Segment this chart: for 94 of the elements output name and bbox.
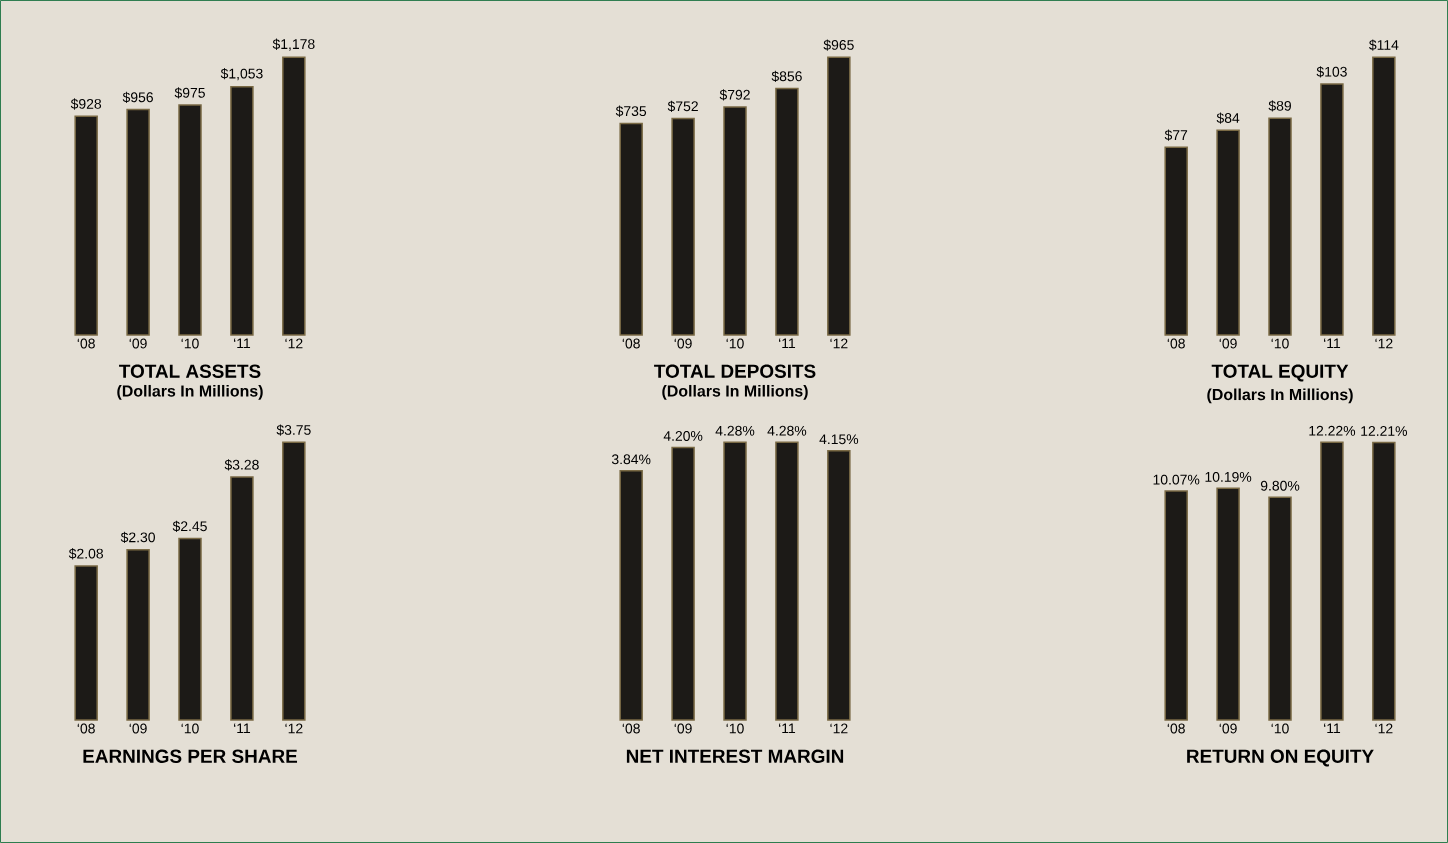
bar [282,441,306,721]
data-label: $975 [174,87,205,99]
x-tick-label: ‘09 [1219,723,1237,734]
x-tick-label: ‘08 [622,338,640,349]
data-label: 9.80% [1260,480,1300,491]
x-tick-label: ‘10 [726,723,744,734]
data-label: 3.84% [611,454,651,465]
text: RETURN ON EQUITY [1187,749,1374,767]
bar [126,548,150,721]
x-tick-label: ‘08 [77,723,95,734]
text: TOTAL DEPOSITS [654,364,816,378]
x-tick-label: ‘09 [674,338,692,349]
x-tick-label: ‘09 [1219,338,1237,349]
data-label: $89 [1268,100,1291,112]
data-label: $1,053 [220,68,263,81]
bar [282,56,306,336]
data-label: $792 [719,89,750,101]
text: NET INTEREST MARGIN [626,749,844,763]
x-tick-label: ‘08 [1167,338,1185,349]
x-tick-label: ‘12 [285,723,303,734]
text: (Dollars In Millions) [117,384,263,400]
data-label: 10.19% [1205,471,1252,482]
bar [1372,56,1396,336]
data-label: $103 [1316,66,1347,78]
x-tick-label: ‘10 [726,338,744,349]
data-label: 12.21% [1361,426,1408,436]
bar [1164,146,1188,336]
bar [126,108,150,336]
x-tick-label: ‘12 [830,338,848,349]
x-tick-label: ‘12 [1375,338,1393,349]
x-tick-label: ‘11 [779,338,796,349]
x-tick-label: ‘10 [181,723,199,734]
data-label: $84 [1216,112,1240,124]
bar [1320,441,1344,721]
data-label: $735 [615,105,647,117]
x-tick-label: ‘10 [1271,338,1289,349]
data-label: 4.28% [767,425,807,436]
data-label: $965 [823,39,854,51]
bar [775,87,799,336]
data-label: $2.08 [68,548,103,560]
text: TOTAL ASSETS [119,364,261,378]
bar [619,122,643,336]
bar [1268,117,1292,336]
bar [1216,487,1240,721]
x-tick-label: ‘09 [129,338,147,349]
x-tick-label: ‘12 [1375,723,1393,734]
text: (Dollars In Millions) [662,384,808,400]
x-tick-label: ‘09 [674,723,692,734]
bar [1372,441,1396,721]
data-label: $856 [771,70,802,83]
text: (Dollars In Millions) [1207,388,1353,404]
data-label: 10.07% [1153,474,1200,485]
x-tick-label: ‘11 [1324,723,1341,734]
x-tick-label: ‘11 [1324,338,1341,349]
data-label: $2.45 [172,520,207,532]
data-label: $928 [70,98,102,110]
x-tick-label: ‘10 [181,338,199,349]
data-label: 4.15% [819,434,859,445]
data-label: 4.28% [715,425,755,436]
data-label: $3.28 [224,459,259,471]
bar [178,104,202,336]
x-tick-label: ‘11 [234,723,251,734]
x-tick-label: ‘08 [77,338,95,349]
x-tick-label: ‘11 [779,723,796,734]
bar [178,537,202,721]
bar [1164,490,1188,721]
bar [671,117,695,336]
bar [723,106,747,336]
bar [1320,83,1344,336]
data-label: $2.30 [120,531,155,544]
x-tick-label: ‘08 [622,723,640,734]
bar [1268,496,1292,721]
data-label: $752 [667,100,698,113]
x-tick-label: ‘10 [1271,723,1289,734]
bar [74,115,98,336]
bar [1216,129,1240,336]
text: TOTAL EQUITY [1211,364,1349,382]
bar [230,85,254,336]
x-tick-label: ‘12 [830,723,848,734]
data-label: $1,178 [272,38,315,51]
bar [827,56,851,336]
data-label: $114 [1369,39,1399,51]
data-label: $3.75 [276,424,311,436]
bar [230,476,254,721]
data-label: $956 [122,91,153,104]
text: EARNINGS PER SHARE [83,749,298,763]
data-label: 12.22% [1309,425,1356,436]
x-tick-label: ‘08 [1167,723,1185,734]
x-tick-label: ‘09 [129,723,147,734]
x-tick-label: ‘12 [285,338,303,349]
bar [74,565,98,721]
data-label: 4.20% [663,431,703,441]
x-tick-label: ‘11 [234,338,251,349]
data-label: $77 [1164,129,1188,141]
